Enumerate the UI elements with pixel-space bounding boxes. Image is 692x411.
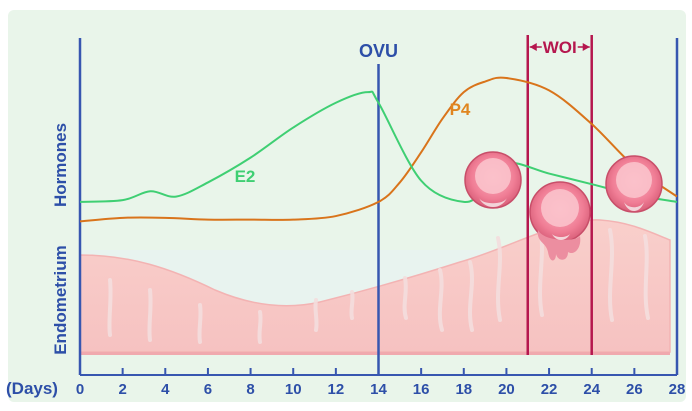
endometrium-axis-label: Endometrium <box>51 245 70 355</box>
gland <box>496 236 502 322</box>
x-tick-label: 16 <box>413 381 430 398</box>
x-tick-label: 26 <box>626 381 643 398</box>
gland <box>468 260 474 332</box>
embryo-3 <box>605 155 663 213</box>
embryo-2 <box>529 181 591 261</box>
x-tick-label: 0 <box>76 381 84 398</box>
x-tick-label: 10 <box>285 381 302 398</box>
x-tick-label: 8 <box>246 381 254 398</box>
gland <box>257 310 263 344</box>
gland <box>608 228 614 322</box>
x-tick-label: 4 <box>161 381 170 398</box>
gland <box>402 276 408 320</box>
woi-arrow <box>529 43 590 51</box>
x-tick-label: 6 <box>204 381 212 398</box>
gland <box>437 268 444 332</box>
x-tick-label: 22 <box>541 381 558 398</box>
endometrium-base <box>80 352 670 355</box>
embryo-1 <box>464 151 522 209</box>
e2-curve <box>79 90 678 203</box>
x-tick-label: 24 <box>583 381 600 398</box>
x-tick-label: 14 <box>370 381 387 398</box>
p4-label: P4 <box>450 100 471 119</box>
x-tick-labels: 0 2 4 6 8 10 12 14 16 18 20 22 24 26 28 <box>76 381 686 398</box>
gland <box>349 290 355 320</box>
woi-label: WOI <box>543 38 577 57</box>
gland <box>107 278 113 337</box>
gland <box>313 298 319 332</box>
hormones-axis-label: Hormones <box>51 123 70 207</box>
gland <box>643 234 650 320</box>
endometrium-tissue <box>79 219 671 353</box>
e2-label: E2 <box>235 167 256 186</box>
x-tick-label: 28 <box>669 381 686 398</box>
p4-curve <box>79 76 678 223</box>
endometrial-glands <box>107 224 650 344</box>
x-tick-label: 2 <box>118 381 126 398</box>
days-unit-label: (Days) <box>6 379 58 398</box>
x-tick-label: 18 <box>455 381 472 398</box>
x-tick-label: 20 <box>498 381 515 398</box>
gland <box>197 303 203 344</box>
gland <box>147 288 153 342</box>
endometrium-layer <box>79 219 671 355</box>
x-tick-label: 12 <box>328 381 345 398</box>
ovulation-label: OVU <box>359 41 398 61</box>
woi-arrowhead-left <box>529 43 537 51</box>
woi-arrowhead-right <box>582 43 590 51</box>
